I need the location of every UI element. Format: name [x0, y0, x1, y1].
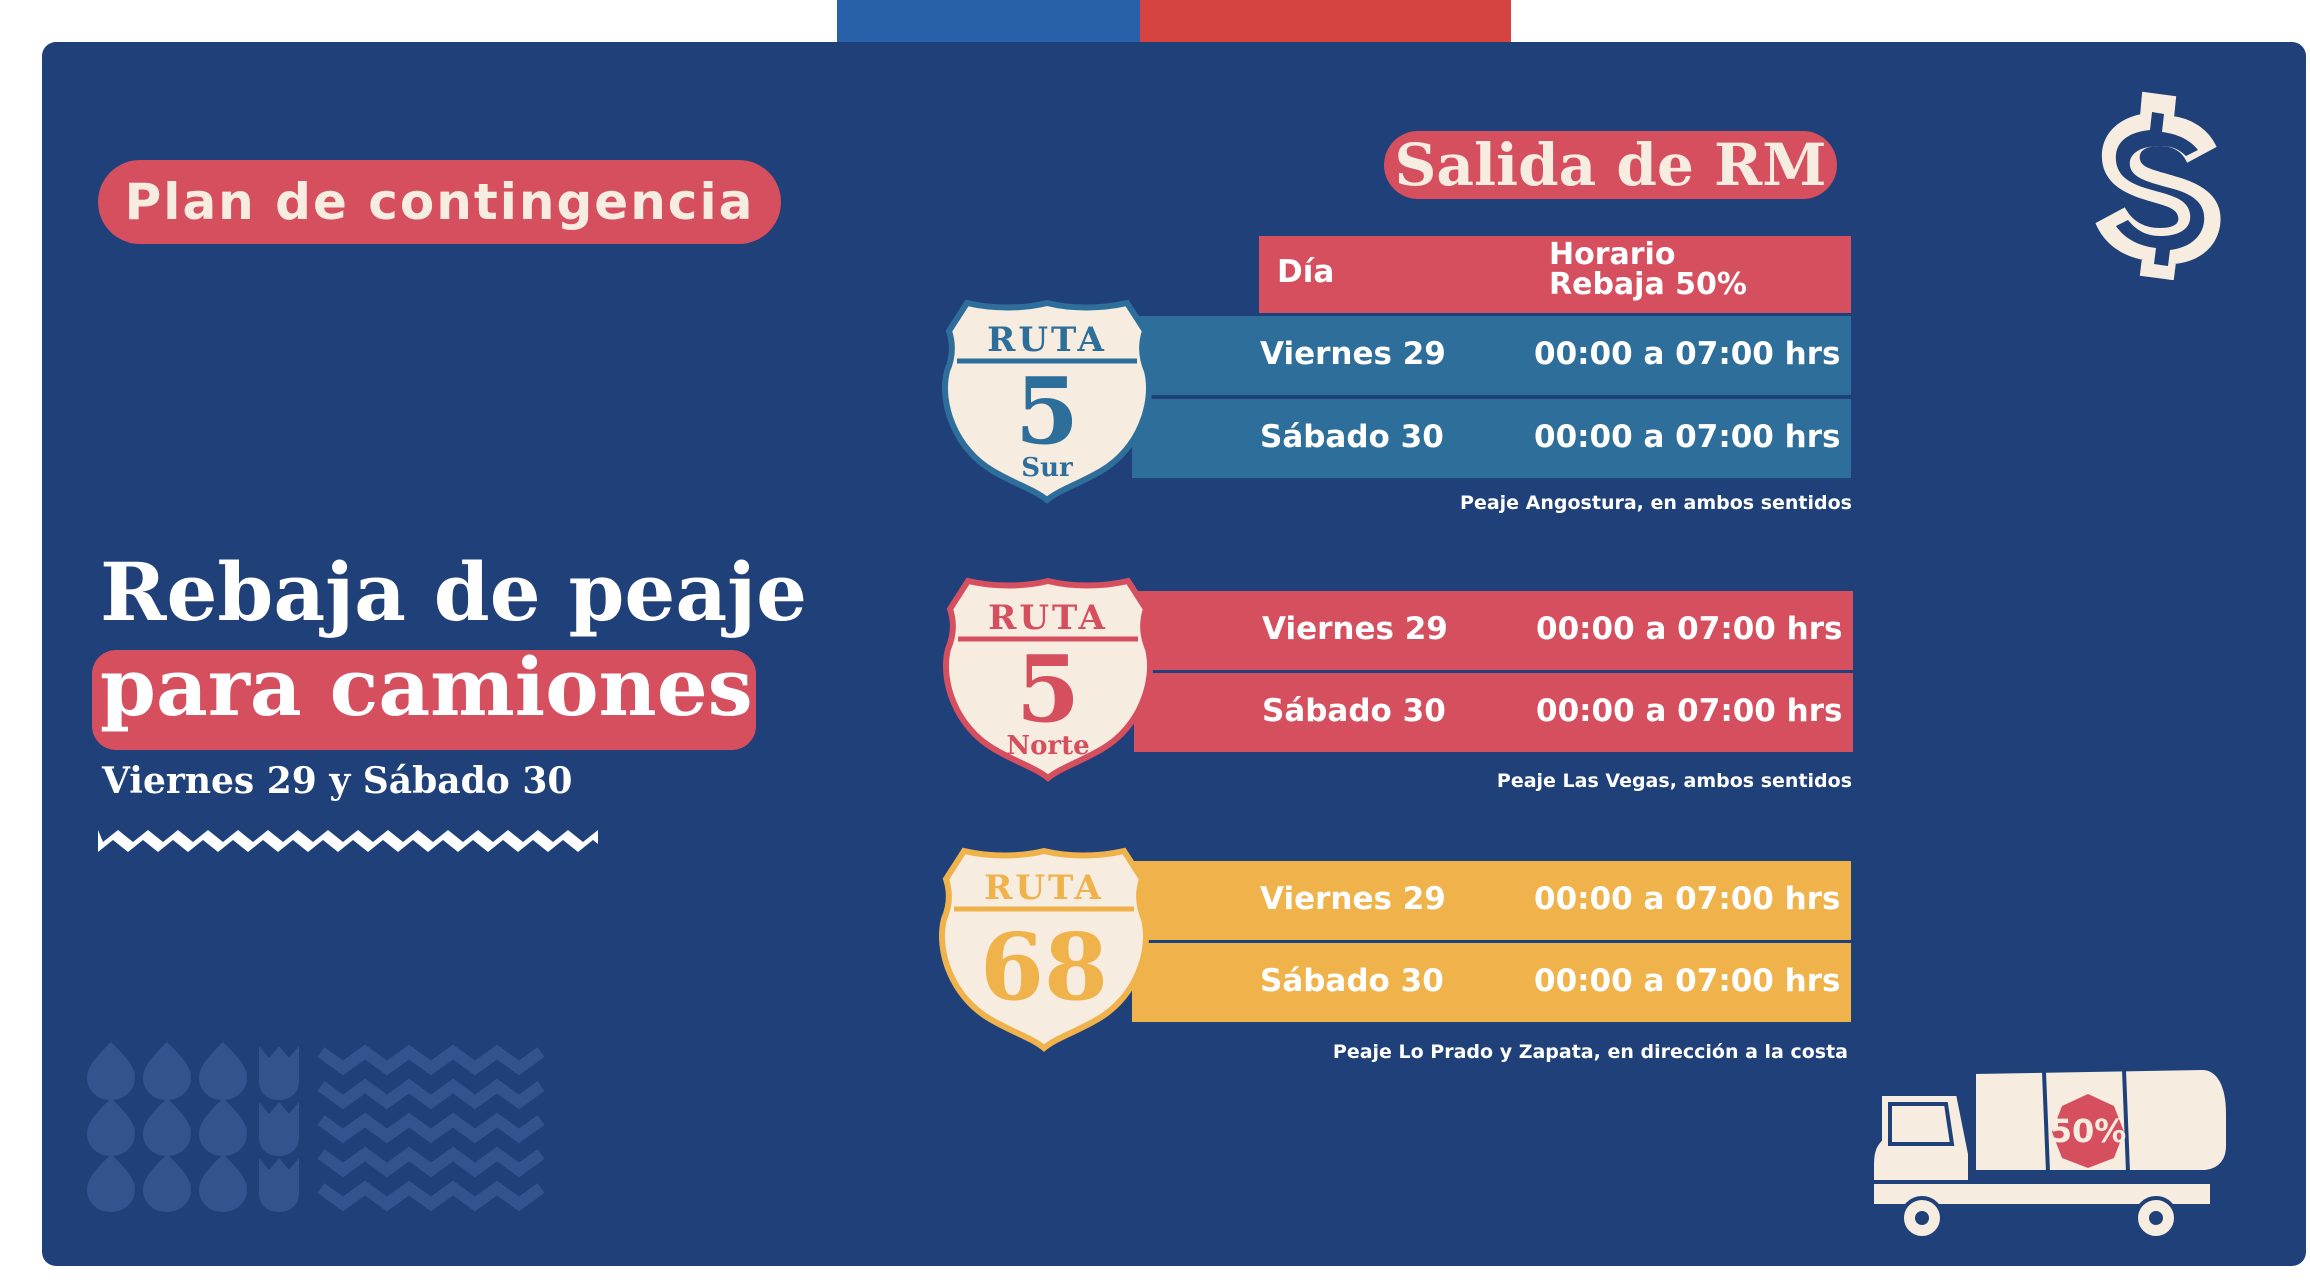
flag-stripe-blue [837, 0, 1140, 42]
badge-plan-contingencia: Plan de contingencia [98, 160, 781, 244]
route-68-note: Peaje Lo Prado y Zapata, en dirección a … [1332, 1041, 1848, 1063]
header-hours-line2: Rebaja 50% [1549, 267, 1747, 302]
main-panel: Plan de contingencia Rebaja de peaje par… [42, 42, 2306, 1266]
route-shield-icon: RUTA 5 Norte [942, 577, 1154, 782]
truck-icon: 50% [1870, 1066, 2230, 1240]
route-5-sur-row-2: Sábado 30 00:00 a 07:00 hrs [1132, 399, 1851, 478]
row-hours: 00:00 a 07:00 hrs [1534, 963, 1841, 999]
row-hours: 00:00 a 07:00 hrs [1536, 611, 1843, 647]
row-day: Viernes 29 [1260, 336, 1446, 372]
row-day: Viernes 29 [1262, 611, 1448, 647]
route-5-sur-note: Peaje Angostura, en ambos sentidos [1460, 492, 1852, 514]
route-5-norte-row-1: Viernes 29 00:00 a 07:00 hrs [1134, 591, 1853, 670]
table-title-salida-rm: Salida de RM [1384, 131, 1837, 199]
row-hours: 00:00 a 07:00 hrs [1534, 881, 1841, 917]
route-5-norte-note: Peaje Las Vegas, ambos sentidos [1496, 770, 1852, 792]
row-day: Sábado 30 [1260, 419, 1444, 455]
header-day: Día [1277, 254, 1335, 290]
shield-number: 5 [1015, 357, 1079, 465]
row-day: Sábado 30 [1260, 963, 1444, 999]
row-day: Viernes 29 [1260, 881, 1446, 917]
shield-top-text: RUTA [987, 320, 1107, 360]
header-hours: Horario Rebaja 50% [1549, 240, 1747, 300]
shield-bottom-text: Norte [1006, 731, 1089, 761]
dollar-sign-icon [2095, 91, 2221, 280]
route-5-sur-row-1: Viernes 29 00:00 a 07:00 hrs [1132, 316, 1851, 395]
route-68-row-2: Sábado 30 00:00 a 07:00 hrs [1132, 943, 1851, 1022]
header-hours-line1: Horario [1549, 237, 1676, 272]
shield-bottom-text: Sur [1021, 453, 1073, 483]
flag-stripe-red [1140, 0, 1511, 42]
shield-number: 68 [980, 913, 1108, 1021]
row-day: Sábado 30 [1262, 693, 1446, 729]
pattern-decoration [87, 1042, 545, 1212]
subtitle-dates: Viernes 29 y Sábado 30 [102, 760, 573, 802]
zigzag-divider [98, 830, 598, 858]
row-hours: 00:00 a 07:00 hrs [1536, 693, 1843, 729]
route-68-row-1: Viernes 29 00:00 a 07:00 hrs [1132, 861, 1851, 940]
title-line-1: Rebaja de peaje [100, 545, 807, 639]
route-shield-icon: RUTA 68 [938, 847, 1150, 1052]
truck-badge-text: 50% [2050, 1112, 2127, 1150]
shield-top-text: RUTA [988, 598, 1108, 638]
shield-top-text: RUTA [984, 868, 1104, 908]
title-highlight [92, 650, 756, 750]
route-5-norte-row-2: Sábado 30 00:00 a 07:00 hrs [1134, 673, 1853, 752]
route-shield-icon: RUTA 5 Sur [941, 299, 1153, 504]
row-hours: 00:00 a 07:00 hrs [1534, 419, 1841, 455]
row-hours: 00:00 a 07:00 hrs [1534, 336, 1841, 372]
shield-number: 5 [1016, 635, 1080, 743]
title-line-2: para camiones [100, 640, 753, 734]
table-header: Día Horario Rebaja 50% [1259, 236, 1851, 313]
